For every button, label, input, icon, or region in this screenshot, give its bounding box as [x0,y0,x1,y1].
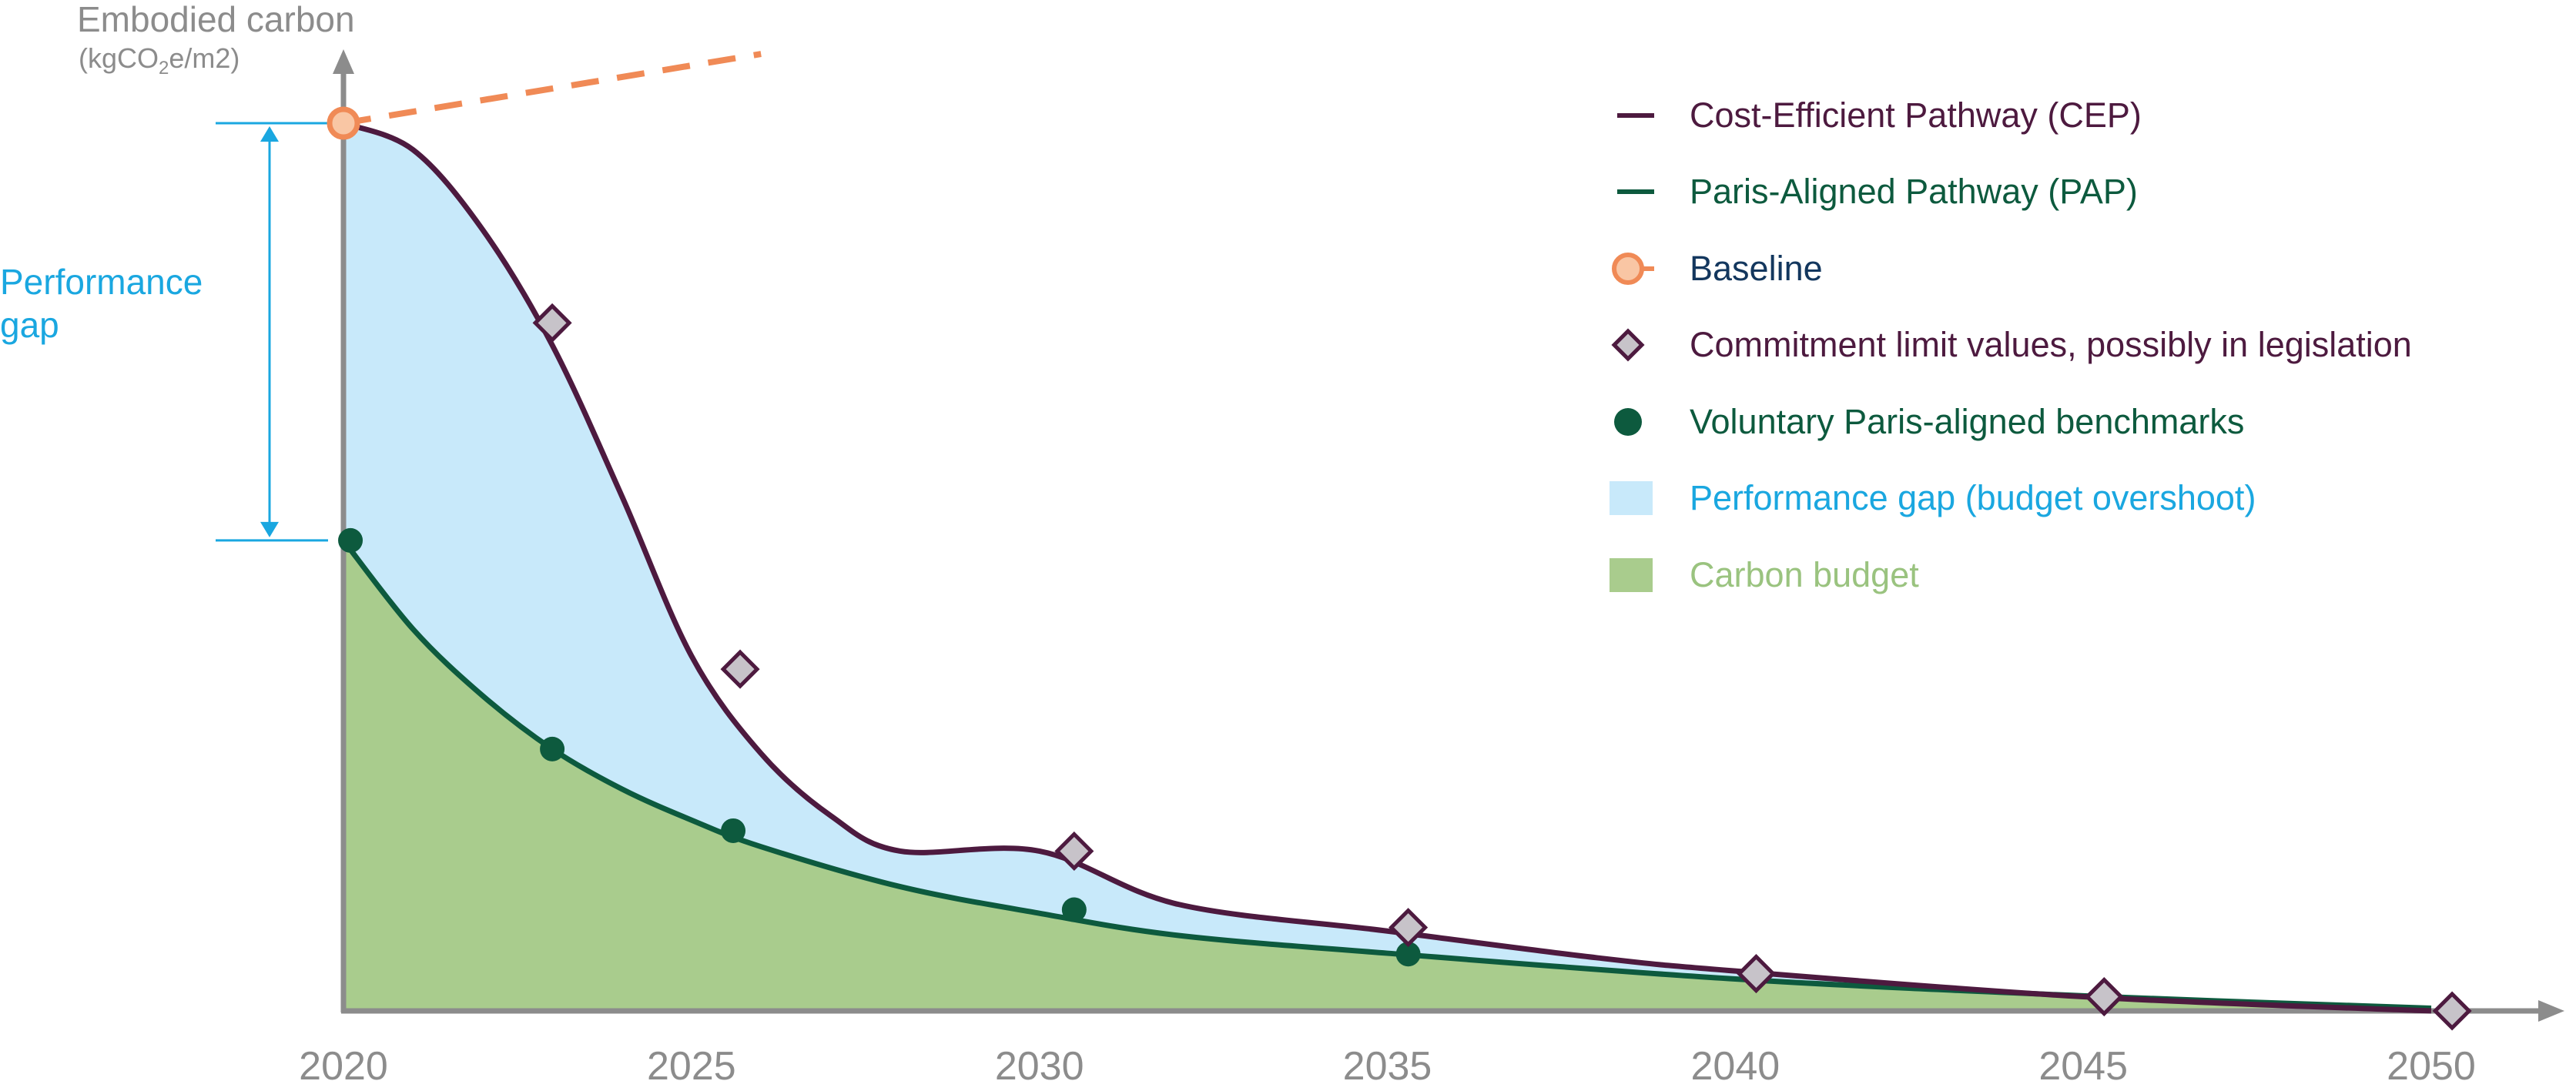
benchmark-dot [721,818,746,843]
carbon-budget-area [343,540,2431,1011]
benchmark-dot [540,736,565,761]
legend-label-baseline: Baseline [1690,248,1823,288]
legend-label-benchmarks: Voluntary Paris-aligned benchmarks [1690,401,2245,441]
x-tick-label: 2030 [995,1044,1084,1089]
legend-item-baseline: Baseline [1610,230,2572,307]
baseline-marker [327,106,360,140]
legend-item-budget: Carbon budget [1610,537,2572,614]
commitment-diamond [1054,831,1094,871]
legend-label-pap: Paris-Aligned Pathway (PAP) [1690,172,2138,212]
legend-item-commitment: Commitment limit values, possibly in leg… [1610,307,2572,384]
diamond-marker-icon [1611,328,1645,362]
performance-gap-arrow [216,122,328,542]
x-tick-label: 2045 [2038,1044,2128,1089]
budget-swatch-icon [1610,557,1653,592]
legend: Cost-Efficient Pathway (CEP) Paris-Align… [1610,77,2572,614]
legend-label-budget: Carbon budget [1690,554,1919,594]
arrow-down-icon [260,521,279,537]
x-axis-arrow-icon [2538,1000,2564,1022]
performance-gap-label-line2: gap [0,305,59,345]
chart-markers [327,106,2472,1031]
legend-label-gap: Performance gap (budget overshoot) [1690,478,2256,518]
x-tick-label: 2040 [1690,1044,1780,1089]
commitment-diamond [2084,977,2124,1017]
y-axis-unit: (kgCO2e/m2) [79,42,240,79]
commitment-diamond [720,649,760,689]
chart-lines [341,51,2432,1014]
line-swatch-icon [1617,189,1654,195]
chart-areas [343,123,2431,1011]
baseline-marker-icon [1612,252,1654,285]
x-tick-labels: 2020 2025 2030 2035 2040 2045 2050 [299,1044,2476,1089]
benchmark-dot [1395,942,1421,967]
legend-item-benchmarks: Voluntary Paris-aligned benchmarks [1610,383,2572,460]
performance-gap-label: Performance gap [0,260,246,346]
legend-item-gap: Performance gap (budget overshoot) [1610,460,2572,537]
pap-line [341,538,2432,1012]
cep-line [342,120,2432,1014]
arrow-up-icon [260,126,279,142]
benchmark-dot [338,527,363,553]
commitment-diamond [2432,991,2472,1031]
commitment-diamond [1388,908,1429,948]
commitment-diamond [532,303,572,343]
legend-item-pap: Paris-Aligned Pathway (PAP) [1610,154,2572,231]
legend-label-cep: Cost-Efficient Pathway (CEP) [1690,95,2142,135]
line-swatch-icon [1617,112,1654,118]
y-axis-arrow-icon [333,49,354,74]
benchmark-dot [1061,897,1087,922]
x-tick-label: 2025 [647,1044,736,1089]
dot-marker-icon [1614,407,1642,436]
gap-swatch-icon [1610,481,1653,516]
legend-item-cep: Cost-Efficient Pathway (CEP) [1610,77,2572,154]
legend-label-commitment: Commitment limit values, possibly in leg… [1690,325,2412,365]
x-tick-label: 2050 [2387,1044,2476,1089]
x-tick-label: 2035 [1343,1044,1432,1089]
baseline-extension-line [343,51,762,126]
x-tick-label: 2020 [299,1044,388,1089]
performance-gap-label-line1: Performance [0,262,203,302]
commitment-diamond [1736,954,1776,994]
y-axis-title: Embodied carbon [77,0,355,39]
